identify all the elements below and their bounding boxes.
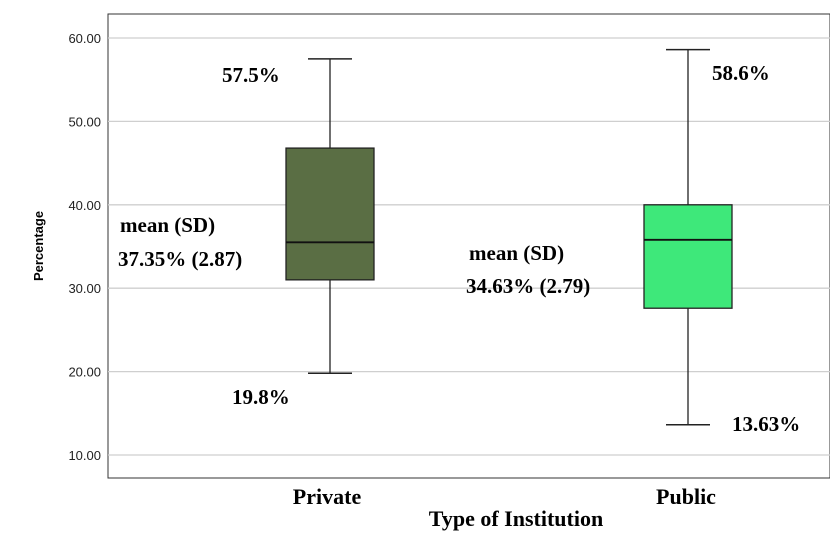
box-group — [285, 48, 733, 426]
public-min-annotation: 13.63% — [732, 412, 800, 436]
public-box — [643, 204, 733, 309]
y-tick-label: 20.00 — [68, 365, 101, 380]
grid-lines — [108, 37, 830, 456]
y-tick-label: 40.00 — [68, 198, 101, 213]
public-max-annotation: 58.6% — [712, 61, 770, 85]
private-min-annotation: 19.8% — [232, 385, 290, 409]
y-tick-labels: 10.00 20.00 30.00 40.00 50.00 60.00 — [68, 31, 101, 463]
private-max-annotation: 57.5% — [222, 63, 280, 87]
y-tick-label: 50.00 — [68, 114, 101, 129]
private-box — [285, 147, 375, 281]
private-mean-value: 37.35% (2.87) — [118, 247, 242, 271]
private-mean-title: mean (SD) — [120, 213, 215, 237]
y-tick-label: 10.00 — [68, 448, 101, 463]
y-tick-label: 60.00 — [68, 31, 101, 46]
y-tick-label: 30.00 — [68, 281, 101, 296]
category-label-public: Public — [656, 484, 716, 509]
y-axis-label: Percentage — [31, 211, 46, 281]
category-label-private: Private — [293, 484, 362, 509]
public-mean-value: 34.63% (2.79) — [466, 274, 590, 298]
public-mean-title: mean (SD) — [469, 241, 564, 265]
x-axis-label: Type of Institution — [429, 506, 603, 531]
